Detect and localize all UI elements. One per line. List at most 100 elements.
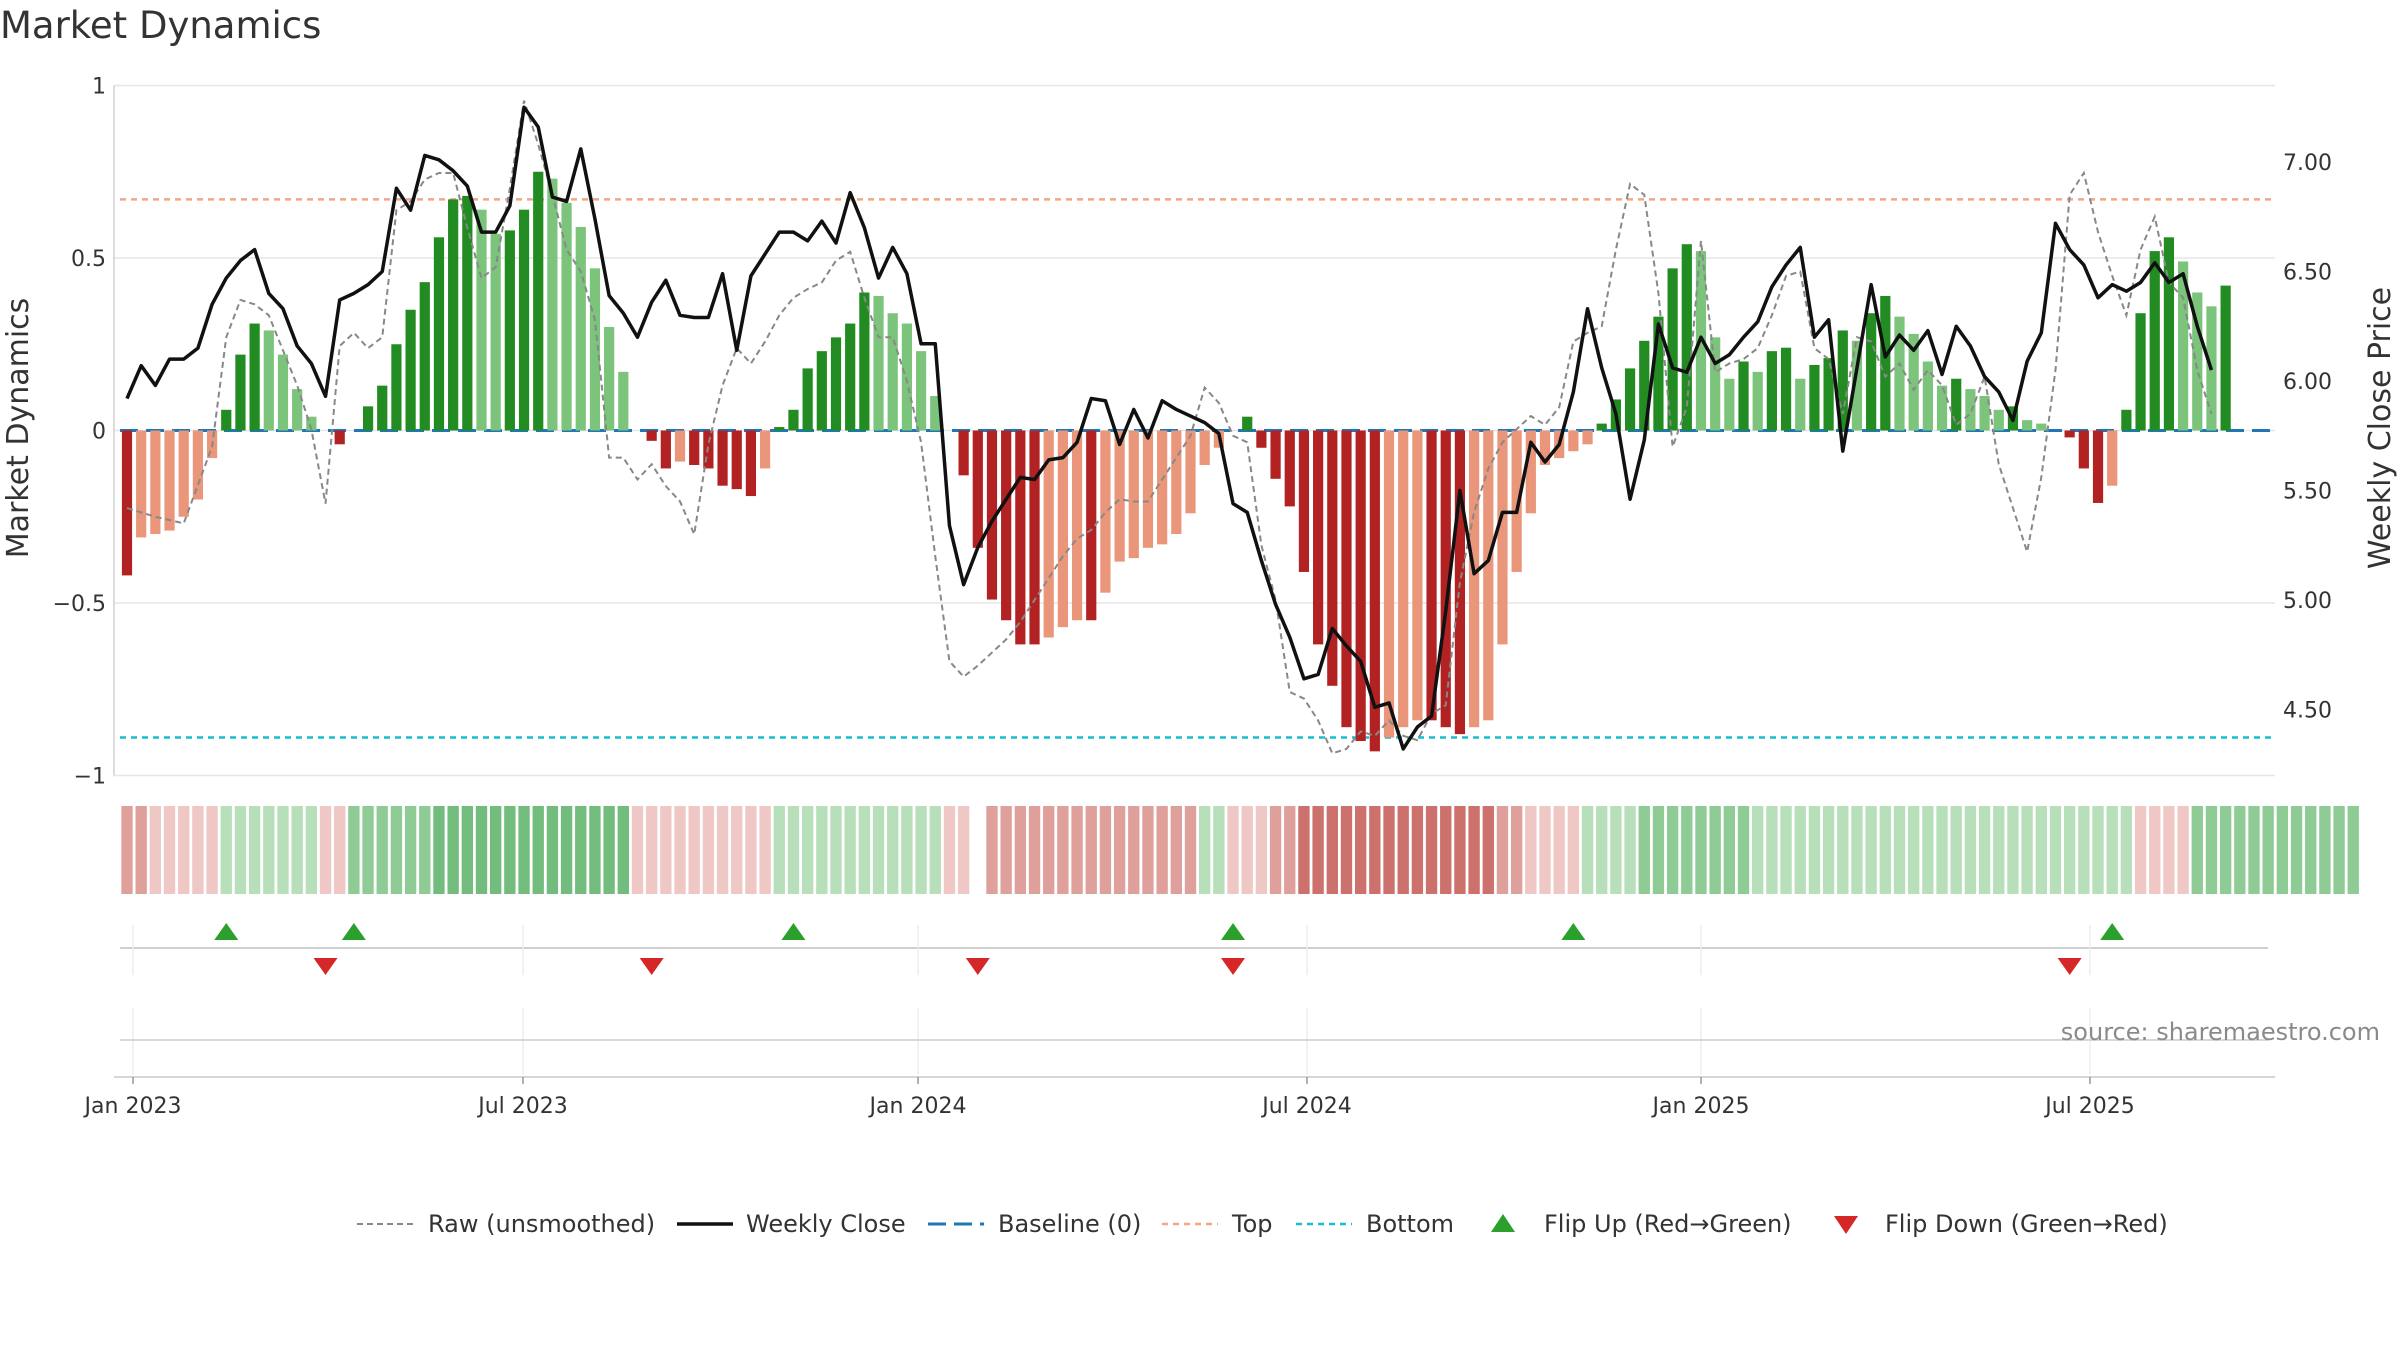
dynamics-bar <box>1043 430 1054 638</box>
regime-cell <box>433 806 445 894</box>
regime-cell <box>645 806 658 894</box>
dynamics-bar <box>2107 430 2118 486</box>
dynamics-bar <box>1752 371 1763 431</box>
regime-cell <box>1184 806 1197 894</box>
regime-cell <box>1610 806 1622 894</box>
y2-tick-label: 6.50 <box>2283 261 2332 286</box>
regime-cell <box>2035 806 2047 894</box>
dynamics-bar <box>1071 430 1083 621</box>
dynamics-bar <box>1951 378 1962 431</box>
dynamics-bar <box>2121 409 2132 431</box>
dynamics-bar <box>1369 430 1380 752</box>
regime-cell <box>1993 806 2005 894</box>
regime-cell <box>787 806 800 894</box>
regime-cell <box>1851 806 1863 894</box>
dynamics-bar <box>533 171 544 431</box>
dynamics-bar <box>1681 244 1692 431</box>
regime-cell <box>1397 806 1409 894</box>
regime-cell <box>688 806 700 894</box>
regime-cell <box>2234 806 2246 894</box>
dynamics-bar <box>2064 430 2075 438</box>
dynamics-bar <box>2192 292 2203 431</box>
chart-title: Market Dynamics <box>0 4 321 47</box>
flip-markers-panel <box>120 923 2268 975</box>
y-tick-label: 0.5 <box>71 247 106 272</box>
regime-cell <box>2120 806 2133 894</box>
dynamics-bar <box>2220 285 2231 431</box>
x-axis: Jan 2023 Jul 2023 Jan 2024 Jul 2024 Jan 2025… <box>83 1076 2275 1119</box>
dynamics-bar <box>986 430 998 600</box>
dynamics-bar <box>901 323 913 431</box>
regime-cell <box>334 806 346 894</box>
regime-strip <box>121 806 2359 894</box>
regime-cell <box>291 806 303 894</box>
dynamics-bar <box>192 430 204 500</box>
legend-swatch-flip-down <box>1834 1216 1858 1234</box>
dynamics-bar <box>1185 430 1196 514</box>
dynamics-bar <box>1327 430 1338 686</box>
dynamics-bar <box>1412 430 1423 721</box>
dynamics-bar <box>1298 430 1310 572</box>
dynamics-bar <box>1468 430 1480 728</box>
regime-cell <box>801 806 814 894</box>
legend: Raw (unsmoothed) Weekly Close Baseline (0)… <box>357 1210 2168 1238</box>
dynamics-bar <box>2022 420 2033 431</box>
dynamics-bar <box>1766 351 1777 431</box>
regime-cell <box>1908 806 1920 894</box>
regime-cell <box>1113 806 1126 894</box>
y-tick-label: 1 <box>92 75 106 100</box>
regime-cell <box>419 806 431 894</box>
dynamics-bar <box>1313 430 1324 645</box>
regime-cell <box>1638 806 1650 894</box>
regime-cell <box>1326 806 1338 894</box>
dynamics-bar <box>873 295 884 431</box>
regime-cell <box>376 806 388 894</box>
dynamics-bar <box>2135 313 2146 431</box>
regime-cell <box>716 806 729 894</box>
regime-cell <box>518 806 530 894</box>
dynamics-bar <box>136 430 147 538</box>
dynamics-bar <box>1624 368 1636 431</box>
regime-cell <box>2134 806 2147 894</box>
regime-cell <box>149 806 162 894</box>
regime-cell <box>1014 806 1027 894</box>
dynamics-bar <box>745 430 757 497</box>
dynamics-bar <box>1029 430 1040 645</box>
regime-cell <box>263 806 275 894</box>
legend-label: Flip Down (Green→Red) <box>1885 1210 2168 1238</box>
regime-cell <box>816 806 828 894</box>
dynamics-bar <box>504 230 515 431</box>
regime-cell <box>1440 806 1452 894</box>
dynamics-bar <box>2177 261 2189 431</box>
regime-cell <box>390 806 403 894</box>
regime-cell <box>589 806 601 894</box>
dynamics-bar <box>1355 430 1366 741</box>
y-tick-label: −0.5 <box>53 592 106 617</box>
dynamics-bar <box>292 389 303 431</box>
regime-cell <box>178 806 190 894</box>
regime-cell <box>731 806 743 894</box>
regime-cell <box>2007 806 2019 894</box>
legend-label: Weekly Close <box>746 1210 906 1238</box>
regime-cell <box>1043 806 1055 894</box>
regime-cell <box>1681 806 1693 894</box>
regime-cell <box>2347 806 2359 894</box>
x-tick-label: Jan 2024 <box>868 1094 967 1119</box>
regime-cell <box>887 806 899 894</box>
regime-cell <box>163 806 176 894</box>
regime-cell <box>2290 806 2303 894</box>
dynamics-bar <box>930 396 941 431</box>
regime-cell <box>1156 806 1168 894</box>
dynamics-bar <box>1511 430 1522 572</box>
regime-cell <box>234 806 247 894</box>
regime-cell <box>560 806 573 894</box>
y-tick-label: 0 <box>92 420 106 445</box>
weekly-close-series <box>125 105 2214 751</box>
raw-series <box>126 100 2213 755</box>
dynamics-bar <box>1780 347 1792 431</box>
regime-cell <box>121 806 133 894</box>
regime-cell <box>1340 806 1353 894</box>
regime-cell <box>986 806 998 894</box>
x-tick-label: Jul 2025 <box>2043 1094 2135 1119</box>
regime-cell <box>1865 806 1877 894</box>
